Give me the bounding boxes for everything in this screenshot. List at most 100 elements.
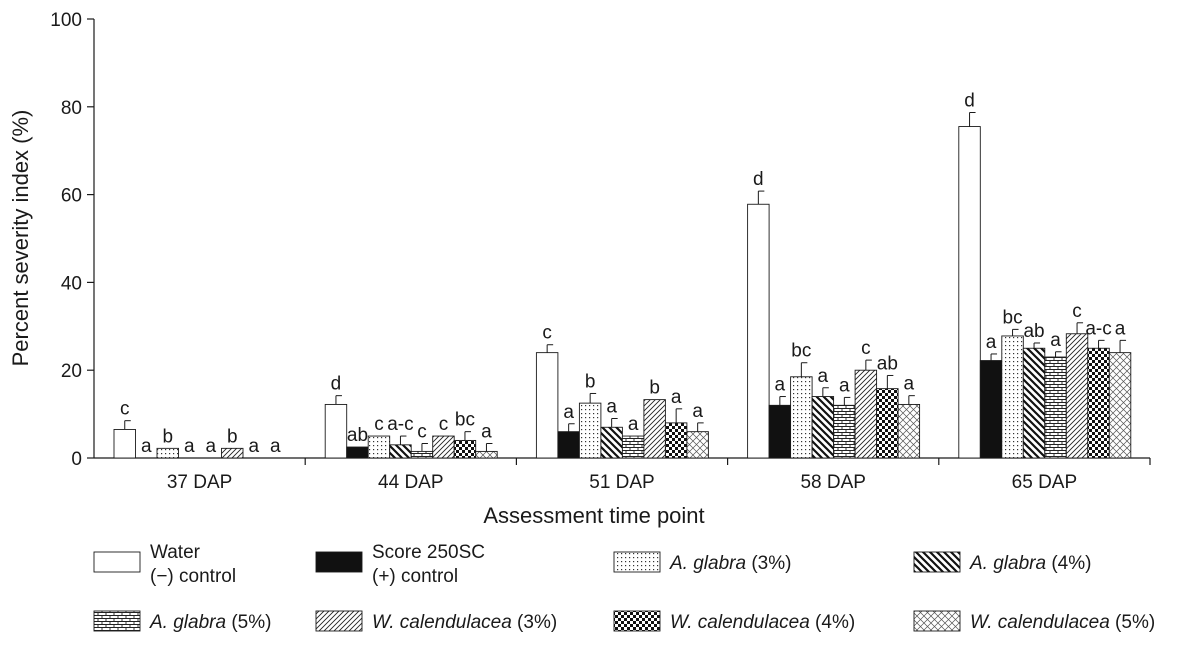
bar: [833, 404, 856, 459]
significance-letter: d: [753, 169, 764, 190]
significance-letter: c: [861, 338, 871, 359]
legend-swatch: [613, 610, 661, 632]
bar: [1108, 352, 1132, 459]
bar: [1087, 347, 1110, 459]
significance-letter: bc: [791, 341, 811, 362]
significance-letter: a: [481, 422, 492, 443]
significance-letter: c: [542, 323, 552, 344]
legend-label-part: W. calendulacea: [372, 612, 512, 633]
bar: [979, 360, 1003, 459]
significance-letter: ab: [877, 353, 898, 374]
significance-letter: a: [563, 402, 574, 423]
labels: Percent severity index (%) Assessment ti…: [8, 110, 705, 528]
bar: [768, 404, 792, 459]
significance-letter: a: [671, 387, 682, 408]
legend-label-part: (4%): [1046, 553, 1091, 574]
bar: [113, 429, 136, 459]
bar: [600, 426, 623, 459]
legend-label: (−) control: [150, 566, 236, 587]
significance-letter: a: [184, 436, 195, 457]
legend-label-part: (3%): [746, 553, 791, 574]
bar: [664, 422, 688, 459]
y-tick-label: 60: [61, 186, 82, 207]
bar: [557, 431, 580, 459]
bar: [958, 126, 981, 459]
bar: [535, 352, 559, 459]
significance-letter: b: [227, 426, 238, 447]
legend-label: W. calendulacea (4%): [670, 612, 855, 633]
legend-swatch: [913, 610, 961, 632]
x-tick-label: 37 DAP: [167, 472, 232, 493]
bar: [156, 447, 179, 459]
legend-label-part: (5%): [1110, 612, 1155, 633]
legend-label-part: W. calendulacea: [670, 612, 810, 633]
bar: [324, 403, 348, 459]
significance-letter: c: [417, 422, 427, 443]
x-tick-label: 58 DAP: [800, 472, 865, 493]
significance-letter: d: [964, 91, 975, 112]
legend-label: Score 250SC: [372, 542, 485, 563]
legend-label-part: A. glabra: [669, 553, 746, 574]
legend: Water (−) control Score 250SC (+) control A.…: [93, 542, 1155, 633]
bar: [1065, 333, 1089, 459]
x-tick-label: 44 DAP: [378, 472, 443, 493]
bar: [221, 447, 244, 459]
legend-swatch: [913, 551, 961, 573]
bar: [453, 439, 477, 459]
legend-label: W. calendulacea (3%): [372, 612, 557, 633]
legend-label-part: (3%): [512, 612, 557, 633]
significance-letter: bc: [1003, 307, 1023, 328]
legend-swatch: [93, 610, 141, 632]
legend-label: A. glabra (4%): [969, 553, 1091, 574]
legend-label-part: A. glabra: [149, 612, 226, 633]
legend-label-part: (4%): [810, 612, 855, 633]
x-tick-label: 65 DAP: [1012, 472, 1077, 493]
bar: [475, 450, 498, 459]
significance-letter: a: [248, 436, 259, 457]
legend-label: A. glabra (3%): [669, 553, 791, 574]
significance-letter: a: [270, 436, 281, 457]
y-tick-label: 100: [50, 10, 82, 31]
legend-label: A. glabra (5%): [149, 612, 271, 633]
significance-letter: ab: [347, 425, 368, 446]
bar: [876, 388, 899, 459]
significance-letter: c: [120, 399, 130, 420]
significance-letter: a: [205, 436, 216, 457]
significance-letter: a: [692, 401, 703, 422]
bar: [811, 396, 835, 459]
significance-letter: a-c: [387, 414, 413, 435]
bar: [389, 444, 412, 459]
legend-label: Water: [150, 542, 201, 563]
significance-letter: a-c: [1085, 318, 1111, 339]
y-tick-label: 40: [61, 273, 82, 294]
bar: [432, 435, 455, 459]
significance-letter: a: [775, 375, 786, 396]
significance-letter: a: [1115, 318, 1126, 339]
bar: [897, 403, 921, 459]
bar: [1044, 356, 1067, 459]
bar: [790, 376, 813, 459]
y-tick-label: 20: [61, 361, 82, 382]
significance-letter: b: [162, 426, 173, 447]
y-axis-label: Percent severity index (%): [8, 110, 33, 367]
bar: [1022, 347, 1046, 459]
legend-label-part: A. glabra: [969, 553, 1046, 574]
legend-swatch: [613, 551, 661, 573]
significance-letter: a: [818, 366, 829, 387]
significance-letter: a: [1050, 330, 1061, 351]
bar: [578, 402, 602, 459]
significance-letter: b: [585, 371, 596, 392]
significance-letter: a: [839, 375, 850, 396]
legend-label-part: (5%): [226, 612, 271, 633]
legend-label: W. calendulacea (5%): [970, 612, 1155, 633]
legend-swatch: [315, 610, 363, 632]
y-tick-label: 0: [71, 449, 82, 470]
significance-letter: ab: [1023, 321, 1044, 342]
bar: [747, 203, 770, 459]
significance-letter: a: [141, 436, 152, 457]
bar: [1001, 335, 1024, 459]
bar: [346, 446, 369, 459]
bar: [621, 435, 645, 459]
